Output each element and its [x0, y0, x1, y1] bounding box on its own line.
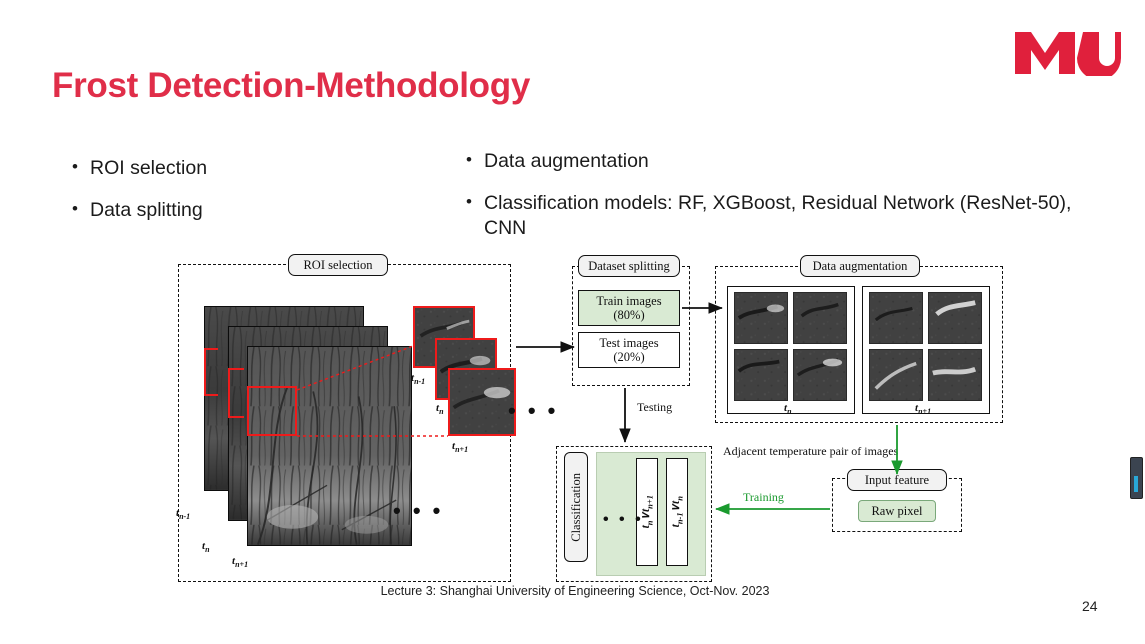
bullet-marker: • [466, 191, 472, 211]
raw-pixel-box: Raw pixel [858, 500, 936, 522]
thermal-stack-ellipsis: • • • [393, 498, 444, 523]
classification-title: Classification [568, 472, 583, 542]
testing-arrow-label: Testing [637, 400, 673, 414]
augmented-patch [734, 292, 788, 344]
augmented-patch [869, 349, 923, 401]
augmented-patch [734, 349, 788, 401]
test-images-label: Test images [599, 335, 659, 350]
page-title: Frost Detection-Methodology [52, 66, 530, 105]
bullet-text: ROI selection [90, 157, 208, 179]
mu-logo [1013, 30, 1123, 76]
bullet-marker: • [72, 198, 78, 218]
classification-pair-label-2: tn-1∨tn [670, 496, 685, 528]
augmented-patch [928, 292, 982, 344]
test-images-percent: (20%) [613, 350, 645, 364]
train-images-label: Train images [596, 293, 662, 308]
classification-pair-box-2: tn-1∨tn [666, 458, 688, 566]
augmentation-group-label-tn: tn [784, 402, 792, 417]
train-images-percent: (80%) [613, 308, 645, 322]
roi-selection-title: ROI selection [288, 254, 388, 276]
list-item: • Classification models: RF, XGBoost, Re… [466, 191, 1086, 242]
classification-ellipsis: • • • [603, 511, 644, 528]
augmented-patch [793, 292, 847, 344]
roi-patch-label-tn: tn [436, 402, 444, 417]
train-images-box: Train images (80%) [578, 290, 680, 326]
data-augmentation-title: Data augmentation [800, 255, 920, 277]
classification-panel [556, 446, 712, 582]
thermal-label-tn: tn [202, 540, 210, 555]
bullet-text: Data splitting [90, 198, 203, 221]
augmented-patch [869, 292, 923, 344]
bullet-marker: • [466, 150, 472, 169]
bullet-marker: • [72, 157, 78, 176]
methodology-diagram: ROI selection [0, 250, 1145, 590]
roi-rect-tn1 [247, 386, 297, 436]
slide-footer: Lecture 3: Shanghai University of Engine… [380, 584, 770, 598]
thermal-label-tn1: tn+1 [232, 555, 249, 570]
augmented-patch [928, 349, 982, 401]
roi-rect-tn-1 [204, 348, 218, 396]
classification-pair-box-1: tn∨tn+1 [636, 458, 658, 566]
scrollbar-handle[interactable] [1130, 457, 1143, 499]
classification-title-box: Classification [564, 452, 588, 562]
bullet-list-left: • ROI selection • Data splitting [72, 156, 432, 239]
dataset-splitting-title: Dataset splitting [578, 255, 680, 277]
dataset-splitting-panel [572, 266, 690, 386]
bullet-list-right: • Data augmentation • Classification mod… [466, 149, 1086, 258]
bullet-text: Data augmentation [484, 150, 649, 172]
bullet-text: Classification models: RF, XGBoost, Resi… [484, 191, 1072, 240]
page-number: 24 [1082, 598, 1098, 614]
roi-patch-label-tn1: tn+1 [452, 440, 469, 455]
augmented-patch [793, 349, 847, 401]
adjacent-pair-caption: Adjacent temperature pair of images [723, 444, 899, 458]
augmentation-group-label-tn1: tn+1 [915, 402, 932, 417]
roi-patch-label-tn-1: tn-1 [411, 372, 426, 387]
list-item: • Data splitting [72, 198, 432, 224]
roi-patch-tn-1 [413, 306, 475, 368]
roi-patch-tn1 [448, 368, 516, 436]
list-item: • Data augmentation [466, 149, 1086, 175]
roi-patch-ellipsis: • • • [508, 398, 559, 423]
test-images-box: Test images (20%) [578, 332, 680, 368]
thermal-image-tn1 [247, 346, 412, 546]
thermal-label-tn-1: tn-1 [176, 507, 191, 522]
list-item: • ROI selection [72, 156, 432, 182]
input-feature-title: Input feature [847, 469, 947, 491]
roi-rect-tn [228, 368, 244, 418]
raw-pixel-label: Raw pixel [871, 503, 923, 518]
training-arrow-label: Training [743, 490, 784, 504]
